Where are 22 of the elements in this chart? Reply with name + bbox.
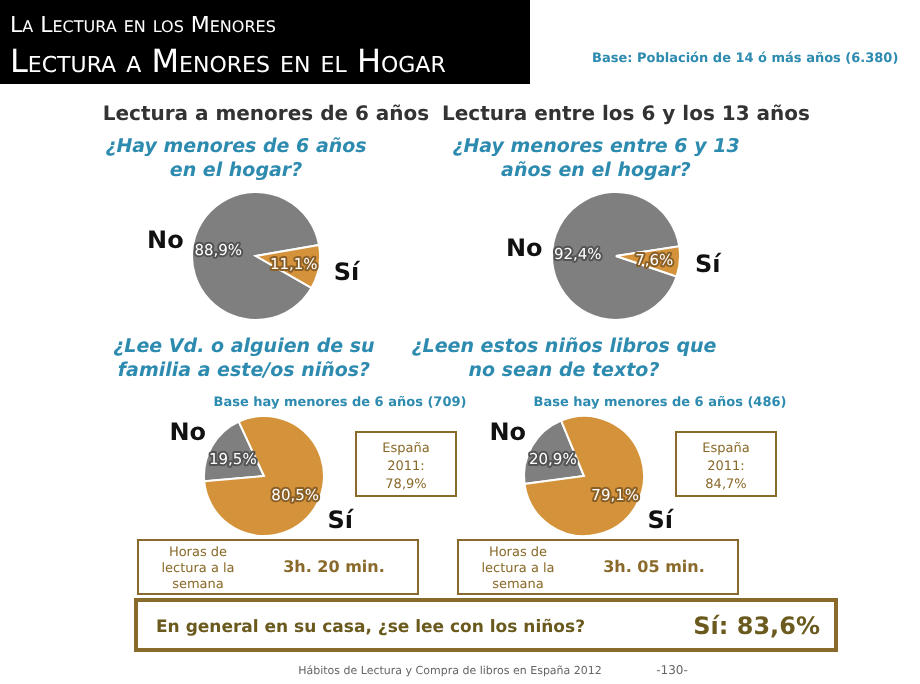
slice-label: Sí bbox=[694, 250, 723, 279]
pie-slice bbox=[191, 191, 321, 321]
slice-label: Sí bbox=[333, 257, 362, 286]
text: La Lectura en los Menores bbox=[10, 12, 276, 38]
chart-title: ¿Leen estos niños libros que no sean de texto? bbox=[411, 336, 718, 382]
text: 3h. 05 min. bbox=[603, 558, 705, 576]
text: 3h. 20 min. bbox=[283, 558, 385, 576]
slice-label: No bbox=[506, 233, 543, 262]
slice-label: Sí bbox=[647, 506, 675, 534]
chart-subtitle: Lectura a menores de 6 años bbox=[102, 104, 430, 126]
text: Sí: 83,6% bbox=[693, 612, 820, 640]
pie-slice bbox=[551, 191, 681, 321]
chart-title: ¿Lee Vd. o alguien de su familia a este/os niños? bbox=[113, 336, 376, 382]
chart-subtitle: Lectura entre los 6 y los 13 años bbox=[441, 104, 811, 126]
slice-label: No bbox=[147, 226, 184, 255]
chart-title: ¿Hay menores entre 6 y 13 años en el hogar? bbox=[452, 136, 741, 182]
slice-label: No bbox=[489, 418, 527, 446]
slice-label: No bbox=[169, 418, 207, 446]
slice-label: Sí bbox=[327, 506, 355, 534]
chart-title: ¿Hay menores de 6 años en el hogar? bbox=[105, 136, 368, 182]
text: Lectura a Menores en el Hogar bbox=[10, 42, 447, 80]
text: En general en su casa, ¿se lee con los niños? bbox=[156, 618, 586, 638]
